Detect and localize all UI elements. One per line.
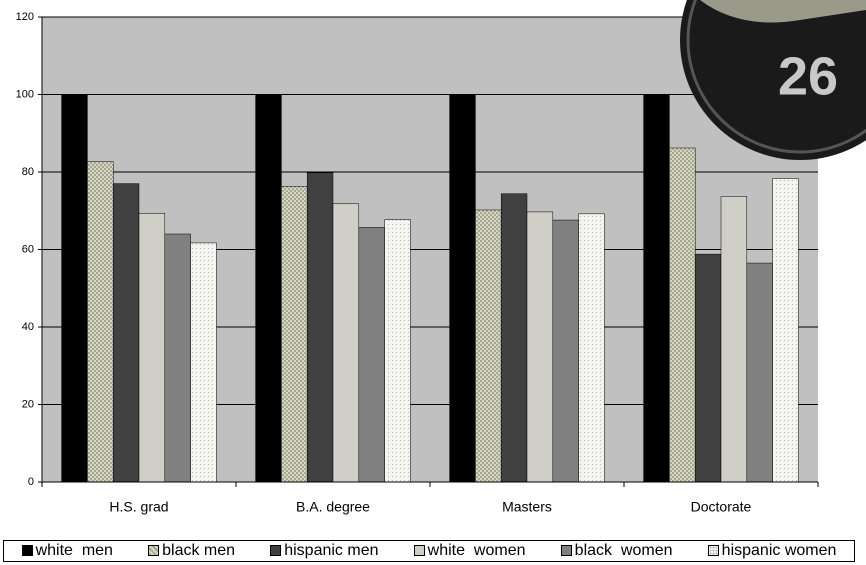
coin-text: 26 xyxy=(778,46,838,106)
x-tick-label: H.S. grad xyxy=(109,499,168,515)
x-tick-label: B.A. degree xyxy=(296,499,370,515)
legend-swatch xyxy=(148,545,160,556)
y-tick-label: 60 xyxy=(22,243,34,255)
bar xyxy=(358,227,385,483)
legend-swatch xyxy=(270,545,282,556)
bar xyxy=(332,203,360,483)
y-tick-label: 20 xyxy=(22,398,34,410)
legend-swatch xyxy=(707,545,719,556)
bar xyxy=(306,172,334,483)
legend-item: hispanic men xyxy=(270,542,379,560)
bar xyxy=(772,178,799,483)
coin-image: 26 xyxy=(680,0,866,160)
bar xyxy=(255,94,282,483)
bar xyxy=(694,253,722,483)
y-tick-label: 100 xyxy=(16,88,34,100)
legend-item: black women xyxy=(560,542,673,560)
bar xyxy=(281,186,308,483)
legend-swatch xyxy=(21,545,33,556)
legend-item: black men xyxy=(148,542,235,560)
bar xyxy=(449,94,476,483)
legend-item: hispanic women xyxy=(707,542,837,560)
bar xyxy=(475,209,502,483)
bar xyxy=(526,211,554,483)
bar xyxy=(138,213,166,483)
bar xyxy=(87,161,114,483)
x-tick-label: Masters xyxy=(502,499,552,515)
legend-item: white men xyxy=(21,542,113,560)
y-tick-label: 0 xyxy=(28,476,34,488)
bar xyxy=(746,262,773,483)
bar xyxy=(164,233,191,483)
bar xyxy=(61,94,88,483)
bar xyxy=(112,183,140,483)
bar xyxy=(643,94,670,483)
legend-label: hispanic women xyxy=(721,542,837,559)
bar xyxy=(552,219,579,483)
bar xyxy=(578,213,605,483)
y-tick-label: 40 xyxy=(22,321,34,333)
legend-label: black men xyxy=(162,542,236,559)
bar xyxy=(500,193,528,483)
legend-label: white men xyxy=(35,542,113,559)
bar xyxy=(720,196,748,483)
legend-swatch xyxy=(413,545,425,556)
bar xyxy=(384,219,411,483)
legend-label: hispanic men xyxy=(284,542,379,559)
legend-label: white women xyxy=(427,542,526,559)
chart: 0 20 40 60 80 100 120 H.S. grad B.A. degree Maste… xyxy=(16,0,866,515)
bar xyxy=(190,242,217,483)
legend-item: white women xyxy=(413,542,526,560)
legend-swatch xyxy=(560,545,572,556)
x-tick-label: Doctorate xyxy=(691,499,752,515)
y-tick-label: 120 xyxy=(16,11,34,23)
bar xyxy=(669,147,696,483)
legend-label: black women xyxy=(574,542,673,559)
legend: white men black men hispanic men white wome… xyxy=(3,540,855,562)
y-tick-label: 80 xyxy=(22,166,34,178)
